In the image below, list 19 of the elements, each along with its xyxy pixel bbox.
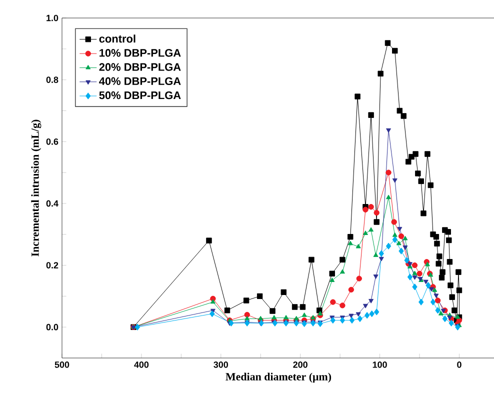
y-tick-label: 0.4 xyxy=(46,200,58,207)
y-tick-label: 0.8 xyxy=(46,76,58,83)
x-tick-label: 200 xyxy=(293,362,308,368)
x-tick-label: 300 xyxy=(214,362,228,368)
x-tick-label: 400 xyxy=(134,362,149,368)
y-axis-title: Incremental intrusion (mL/g) xyxy=(31,120,42,256)
legend-label: 10% DBP-PLGA xyxy=(100,49,181,57)
x-tick-label: 100 xyxy=(372,362,387,368)
y-tick-label: 1.0 xyxy=(46,14,58,22)
x-tick-label: 0 xyxy=(457,362,462,368)
x-axis-title: Median diameter (μm) xyxy=(226,372,332,383)
y-tick-label: 0.2 xyxy=(46,262,58,268)
y-tick-label: 0.0 xyxy=(46,324,58,330)
legend-label: 20% DBP-PLGA xyxy=(99,63,181,71)
y-tick-label: 0.6 xyxy=(46,138,58,145)
legend-label: control xyxy=(99,34,136,43)
legend-label: 50% DBP-PLGA xyxy=(99,91,181,100)
legend-label: 40% DBP-PLGA xyxy=(99,77,181,86)
x-tick-label: 500 xyxy=(54,362,70,368)
